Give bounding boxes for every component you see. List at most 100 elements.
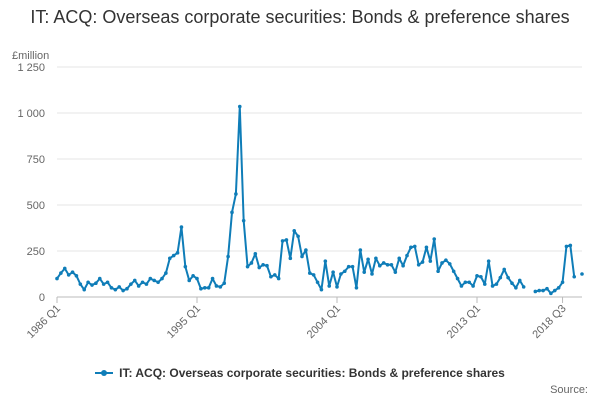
data-point [218, 285, 223, 289]
y-axis-unit-label: £million [12, 50, 50, 62]
data-point [335, 285, 339, 289]
data-point [62, 266, 67, 271]
data-point [269, 274, 273, 279]
data-point [440, 261, 444, 265]
data-point [261, 263, 265, 267]
data-point [257, 265, 262, 270]
data-point [319, 287, 324, 292]
data-point [144, 282, 149, 286]
data-point [117, 285, 122, 289]
data-point [167, 256, 172, 261]
data-point [191, 274, 195, 278]
data-point [331, 270, 335, 274]
data-point [179, 225, 184, 229]
data-point [412, 244, 417, 249]
data-point [140, 280, 145, 285]
y-tick-label: 1 250 [17, 62, 45, 74]
data-point [206, 286, 211, 290]
data-point [560, 280, 565, 285]
data-point [300, 254, 304, 259]
data-point [105, 280, 110, 285]
data-point [164, 271, 168, 275]
data-point [253, 251, 258, 256]
data-point [214, 284, 219, 288]
data-point [171, 253, 176, 258]
data-point [362, 270, 367, 274]
y-tick-label: 250 [27, 246, 45, 258]
data-point [533, 289, 538, 294]
series-layer [55, 104, 584, 296]
data-point [160, 276, 164, 281]
x-tick-label: 2013 Q1 [445, 303, 483, 341]
data-point [284, 238, 289, 242]
data-point [125, 286, 129, 291]
data-point [366, 257, 370, 262]
data-point [436, 269, 440, 274]
x-tick-label: 1995 Q1 [165, 303, 203, 341]
data-point [249, 261, 254, 265]
data-point [502, 267, 507, 272]
gridlines [57, 66, 582, 298]
data-point [129, 282, 133, 286]
data-point [424, 245, 429, 250]
data-point [545, 286, 549, 291]
legend[interactable]: IT: ACQ: Overseas corporate securities: … [0, 366, 600, 381]
data-point [397, 256, 402, 261]
data-point [537, 288, 542, 293]
data-point [459, 284, 464, 288]
data-point [230, 210, 234, 215]
data-point [498, 275, 503, 280]
data-point [580, 272, 584, 276]
data-point [447, 262, 452, 266]
data-point [401, 263, 405, 268]
data-point [490, 284, 495, 288]
data-point [113, 287, 118, 292]
data-point [55, 276, 59, 281]
data-point [494, 282, 499, 286]
data-point [451, 269, 456, 274]
data-point [210, 276, 215, 281]
data-point [307, 271, 312, 275]
data-point [521, 285, 526, 289]
data-point [195, 276, 199, 281]
data-point [471, 284, 475, 288]
data-point [199, 286, 203, 291]
data-point [245, 264, 250, 269]
data-point [280, 239, 285, 243]
data-point [175, 251, 180, 255]
chart-title: IT: ACQ: Overseas corporate securities: … [30, 7, 570, 27]
source-label: Source: [550, 384, 588, 396]
data-point [70, 270, 75, 274]
data-point [420, 260, 425, 264]
data-point [315, 280, 320, 285]
y-tick-label: 500 [27, 200, 45, 212]
data-point [152, 278, 157, 283]
data-point [486, 259, 491, 263]
data-point [237, 104, 242, 109]
data-point [276, 276, 281, 281]
data-point [327, 284, 332, 288]
data-point [272, 273, 277, 277]
data-point [416, 263, 421, 267]
data-point [288, 256, 293, 261]
data-point [296, 234, 300, 239]
x-tick-label: 2004 Q1 [305, 303, 343, 341]
data-point [148, 276, 153, 281]
data-point [514, 286, 518, 290]
data-point [59, 271, 63, 275]
data-point [156, 280, 160, 285]
data-point [552, 288, 557, 293]
data-point [187, 278, 192, 283]
data-point [222, 281, 227, 286]
data-point [389, 263, 394, 267]
data-point [226, 254, 230, 259]
data-point [564, 244, 569, 249]
x-tick-label: 1986 Q1 [25, 303, 63, 341]
data-point [339, 272, 343, 276]
data-point [428, 259, 433, 263]
data-point [97, 276, 102, 281]
data-point [393, 270, 398, 274]
data-point [66, 273, 71, 277]
data-point [517, 278, 522, 283]
